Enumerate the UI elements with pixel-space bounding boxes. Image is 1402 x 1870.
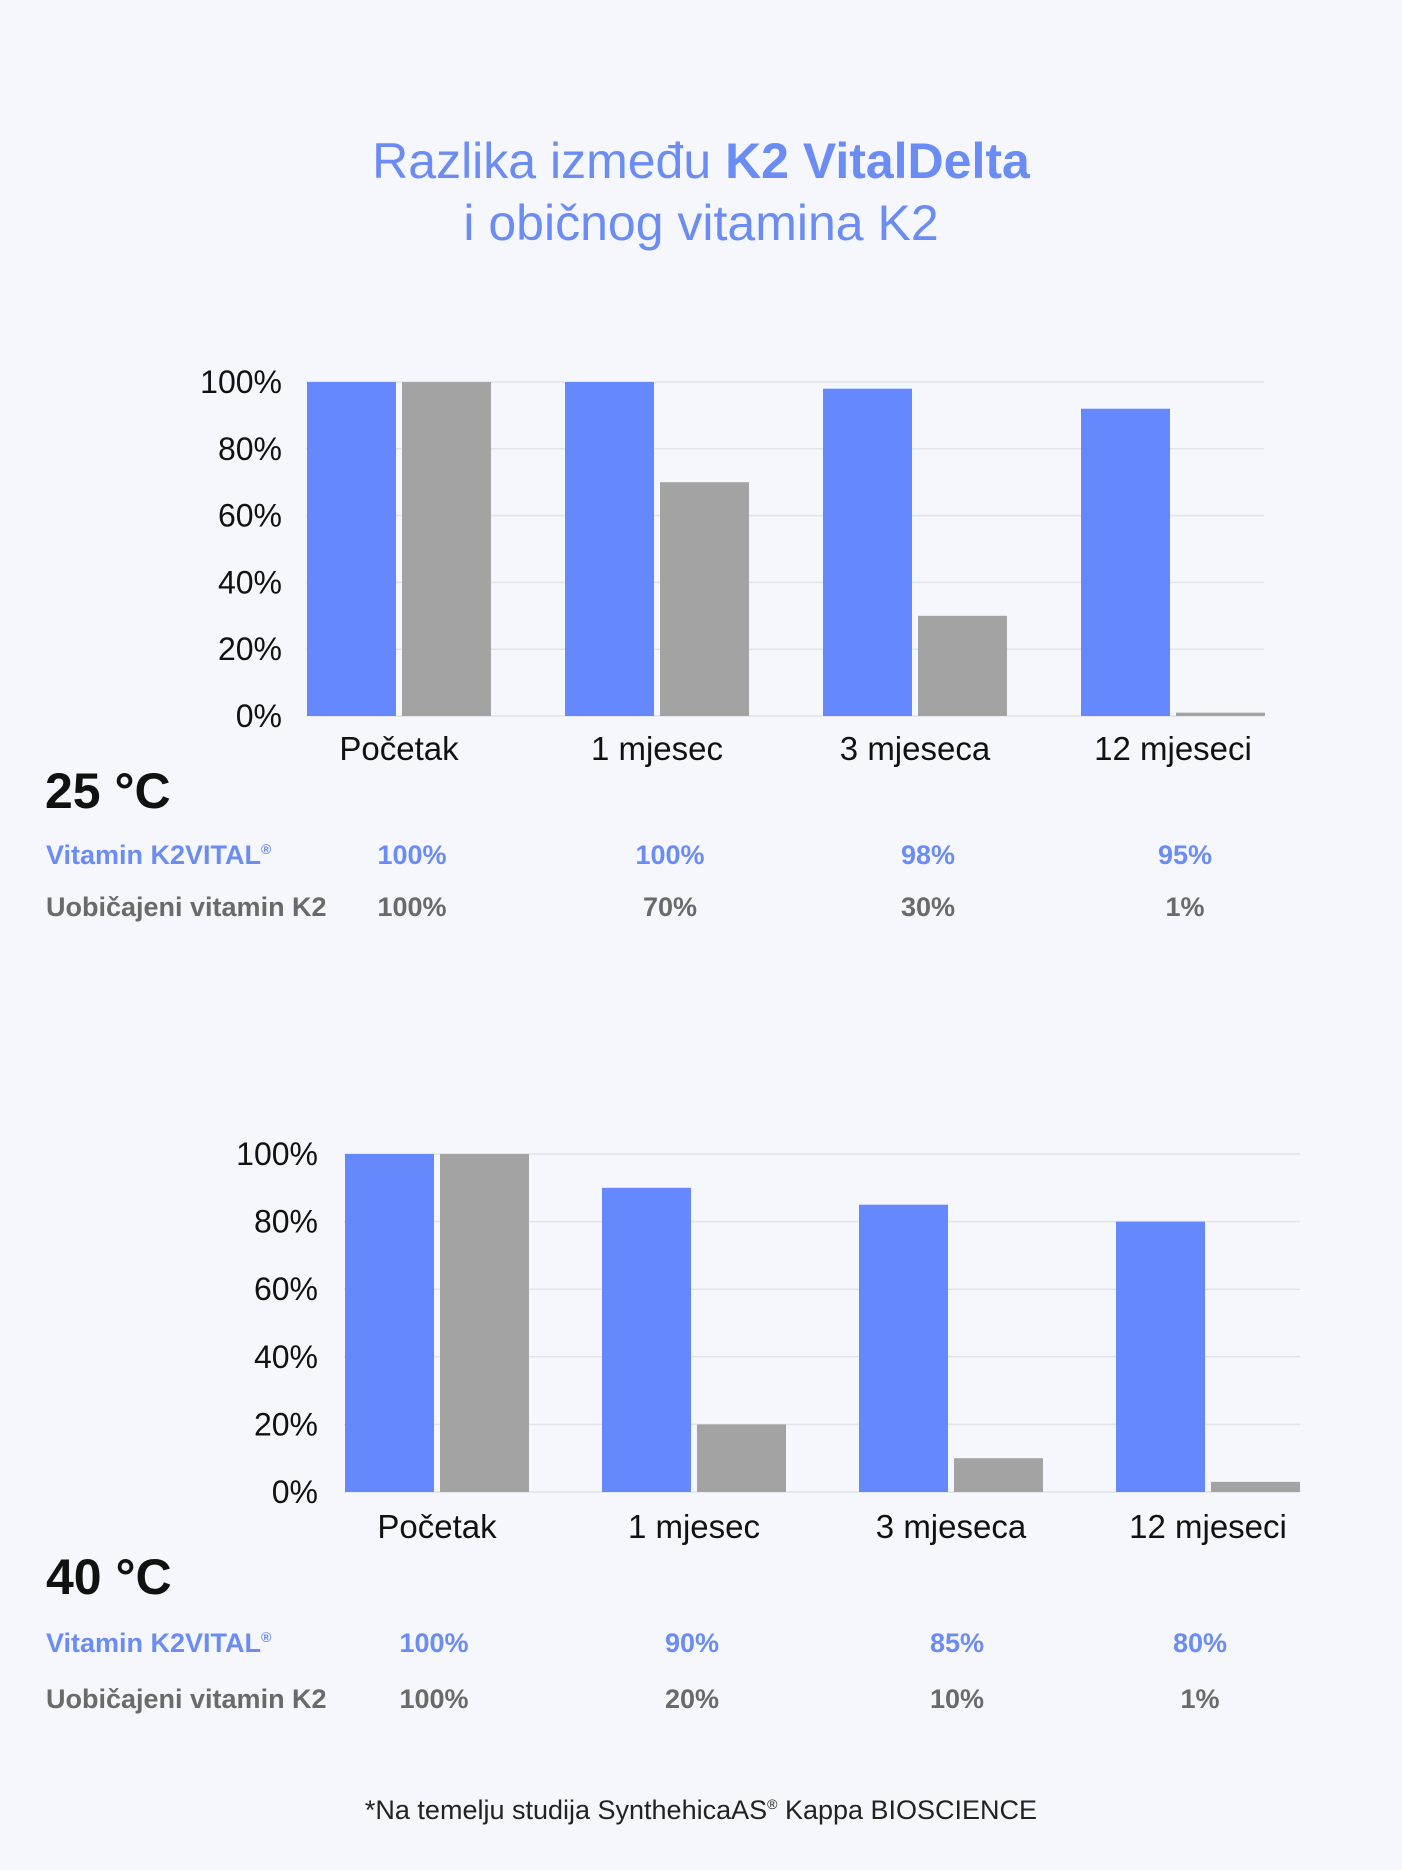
y-tick-label: 0% bbox=[236, 698, 282, 734]
bar-regular-k2 bbox=[918, 615, 1007, 716]
x-category-label: Početak bbox=[339, 730, 459, 767]
table-value: 1% bbox=[1180, 1684, 1220, 1714]
y-tick-label: 100% bbox=[236, 1136, 318, 1172]
footnote: *Na temelju studija SynthehicaAS® Kappa … bbox=[364, 1795, 1038, 1825]
bar-k2vital bbox=[307, 382, 396, 716]
bar-regular-k2 bbox=[954, 1458, 1043, 1492]
x-category-label: 12 mjeseci bbox=[1094, 730, 1252, 767]
bar-k2vital bbox=[1116, 1221, 1205, 1492]
table-value: 100% bbox=[377, 892, 447, 922]
table-value: 90% bbox=[664, 1628, 720, 1658]
y-tick-label: 100% bbox=[200, 364, 282, 400]
y-tick-label: 40% bbox=[218, 564, 282, 600]
title-line1-prefix: Razlika između bbox=[372, 133, 726, 189]
y-tick-label: 0% bbox=[272, 1474, 318, 1510]
table-value: 10% bbox=[929, 1684, 985, 1714]
table-value: 1% bbox=[1165, 892, 1205, 922]
bar-k2vital bbox=[602, 1187, 691, 1492]
table-value: 70% bbox=[642, 892, 698, 922]
x-category-label: 3 mjeseca bbox=[876, 1508, 1027, 1545]
y-tick-label: 20% bbox=[218, 631, 282, 667]
x-category-label: 12 mjeseci bbox=[1129, 1508, 1287, 1545]
bar-k2vital bbox=[859, 1204, 948, 1492]
bar-regular-k2 bbox=[402, 382, 491, 716]
bar-k2vital bbox=[1081, 408, 1170, 716]
y-tick-label: 60% bbox=[254, 1271, 318, 1307]
temp-label-25: 25 °C bbox=[45, 763, 171, 819]
table-value: 100% bbox=[635, 840, 705, 870]
chart-25c: 0% 20% 40% 60% 80% 100% Početak 1 mjesec 3 mjese… bbox=[0, 360, 1402, 780]
x-category-label: 1 mjesec bbox=[591, 730, 723, 767]
bar-k2vital bbox=[565, 382, 654, 716]
y-tick-label: 40% bbox=[254, 1339, 318, 1375]
table-value: 85% bbox=[929, 1628, 985, 1658]
bar-regular-k2 bbox=[1211, 1481, 1300, 1492]
table-row1-label-40: Vitamin K2VITAL® bbox=[46, 1628, 272, 1658]
x-category-label: 3 mjeseca bbox=[840, 730, 991, 767]
temp-label-40: 40 °C bbox=[46, 1549, 172, 1605]
page-title: Razlika između K2 VitalDelta i običnog v… bbox=[0, 130, 1402, 254]
table-value: 80% bbox=[1172, 1628, 1228, 1658]
table-value: 100% bbox=[377, 840, 447, 870]
table-row1-label-25: Vitamin K2VITAL® bbox=[46, 840, 272, 870]
table-value: 20% bbox=[664, 1684, 720, 1714]
table-value: 100% bbox=[399, 1684, 469, 1714]
chart-25c-svg: 0% 20% 40% 60% 80% 100% Početak 1 mjesec 3 mjese… bbox=[200, 364, 1265, 767]
x-category-label: 1 mjesec bbox=[628, 1508, 760, 1545]
chart-40c: 0% 20% 40% 60% 80% 100% Početak 1 mjesec 3 mjese… bbox=[0, 1130, 1402, 1550]
title-line1-bold: K2 VitalDelta bbox=[725, 133, 1030, 189]
table-value: 100% bbox=[399, 1628, 469, 1658]
table-value: 30% bbox=[900, 892, 956, 922]
bar-regular-k2 bbox=[1176, 712, 1265, 716]
table-value: 98% bbox=[900, 840, 956, 870]
bar-regular-k2 bbox=[660, 482, 749, 716]
x-category-label: Početak bbox=[377, 1508, 497, 1545]
chart-40c-svg: 0% 20% 40% 60% 80% 100% Početak 1 mjesec 3 mjese… bbox=[236, 1136, 1300, 1545]
y-tick-label: 80% bbox=[218, 431, 282, 467]
table-row2-label-25: Uobičajeni vitamin K2 bbox=[46, 892, 327, 922]
title-line2: i običnog vitamina K2 bbox=[463, 195, 939, 251]
y-tick-label: 60% bbox=[218, 498, 282, 534]
bar-regular-k2 bbox=[697, 1424, 786, 1492]
y-tick-label: 80% bbox=[254, 1204, 318, 1240]
table-value: 95% bbox=[1157, 840, 1213, 870]
y-tick-label: 20% bbox=[254, 1406, 318, 1442]
bar-k2vital bbox=[345, 1154, 434, 1492]
bar-k2vital bbox=[823, 388, 912, 716]
table-row2-label-40: Uobičajeni vitamin K2 bbox=[46, 1684, 327, 1714]
bar-regular-k2 bbox=[440, 1154, 529, 1492]
